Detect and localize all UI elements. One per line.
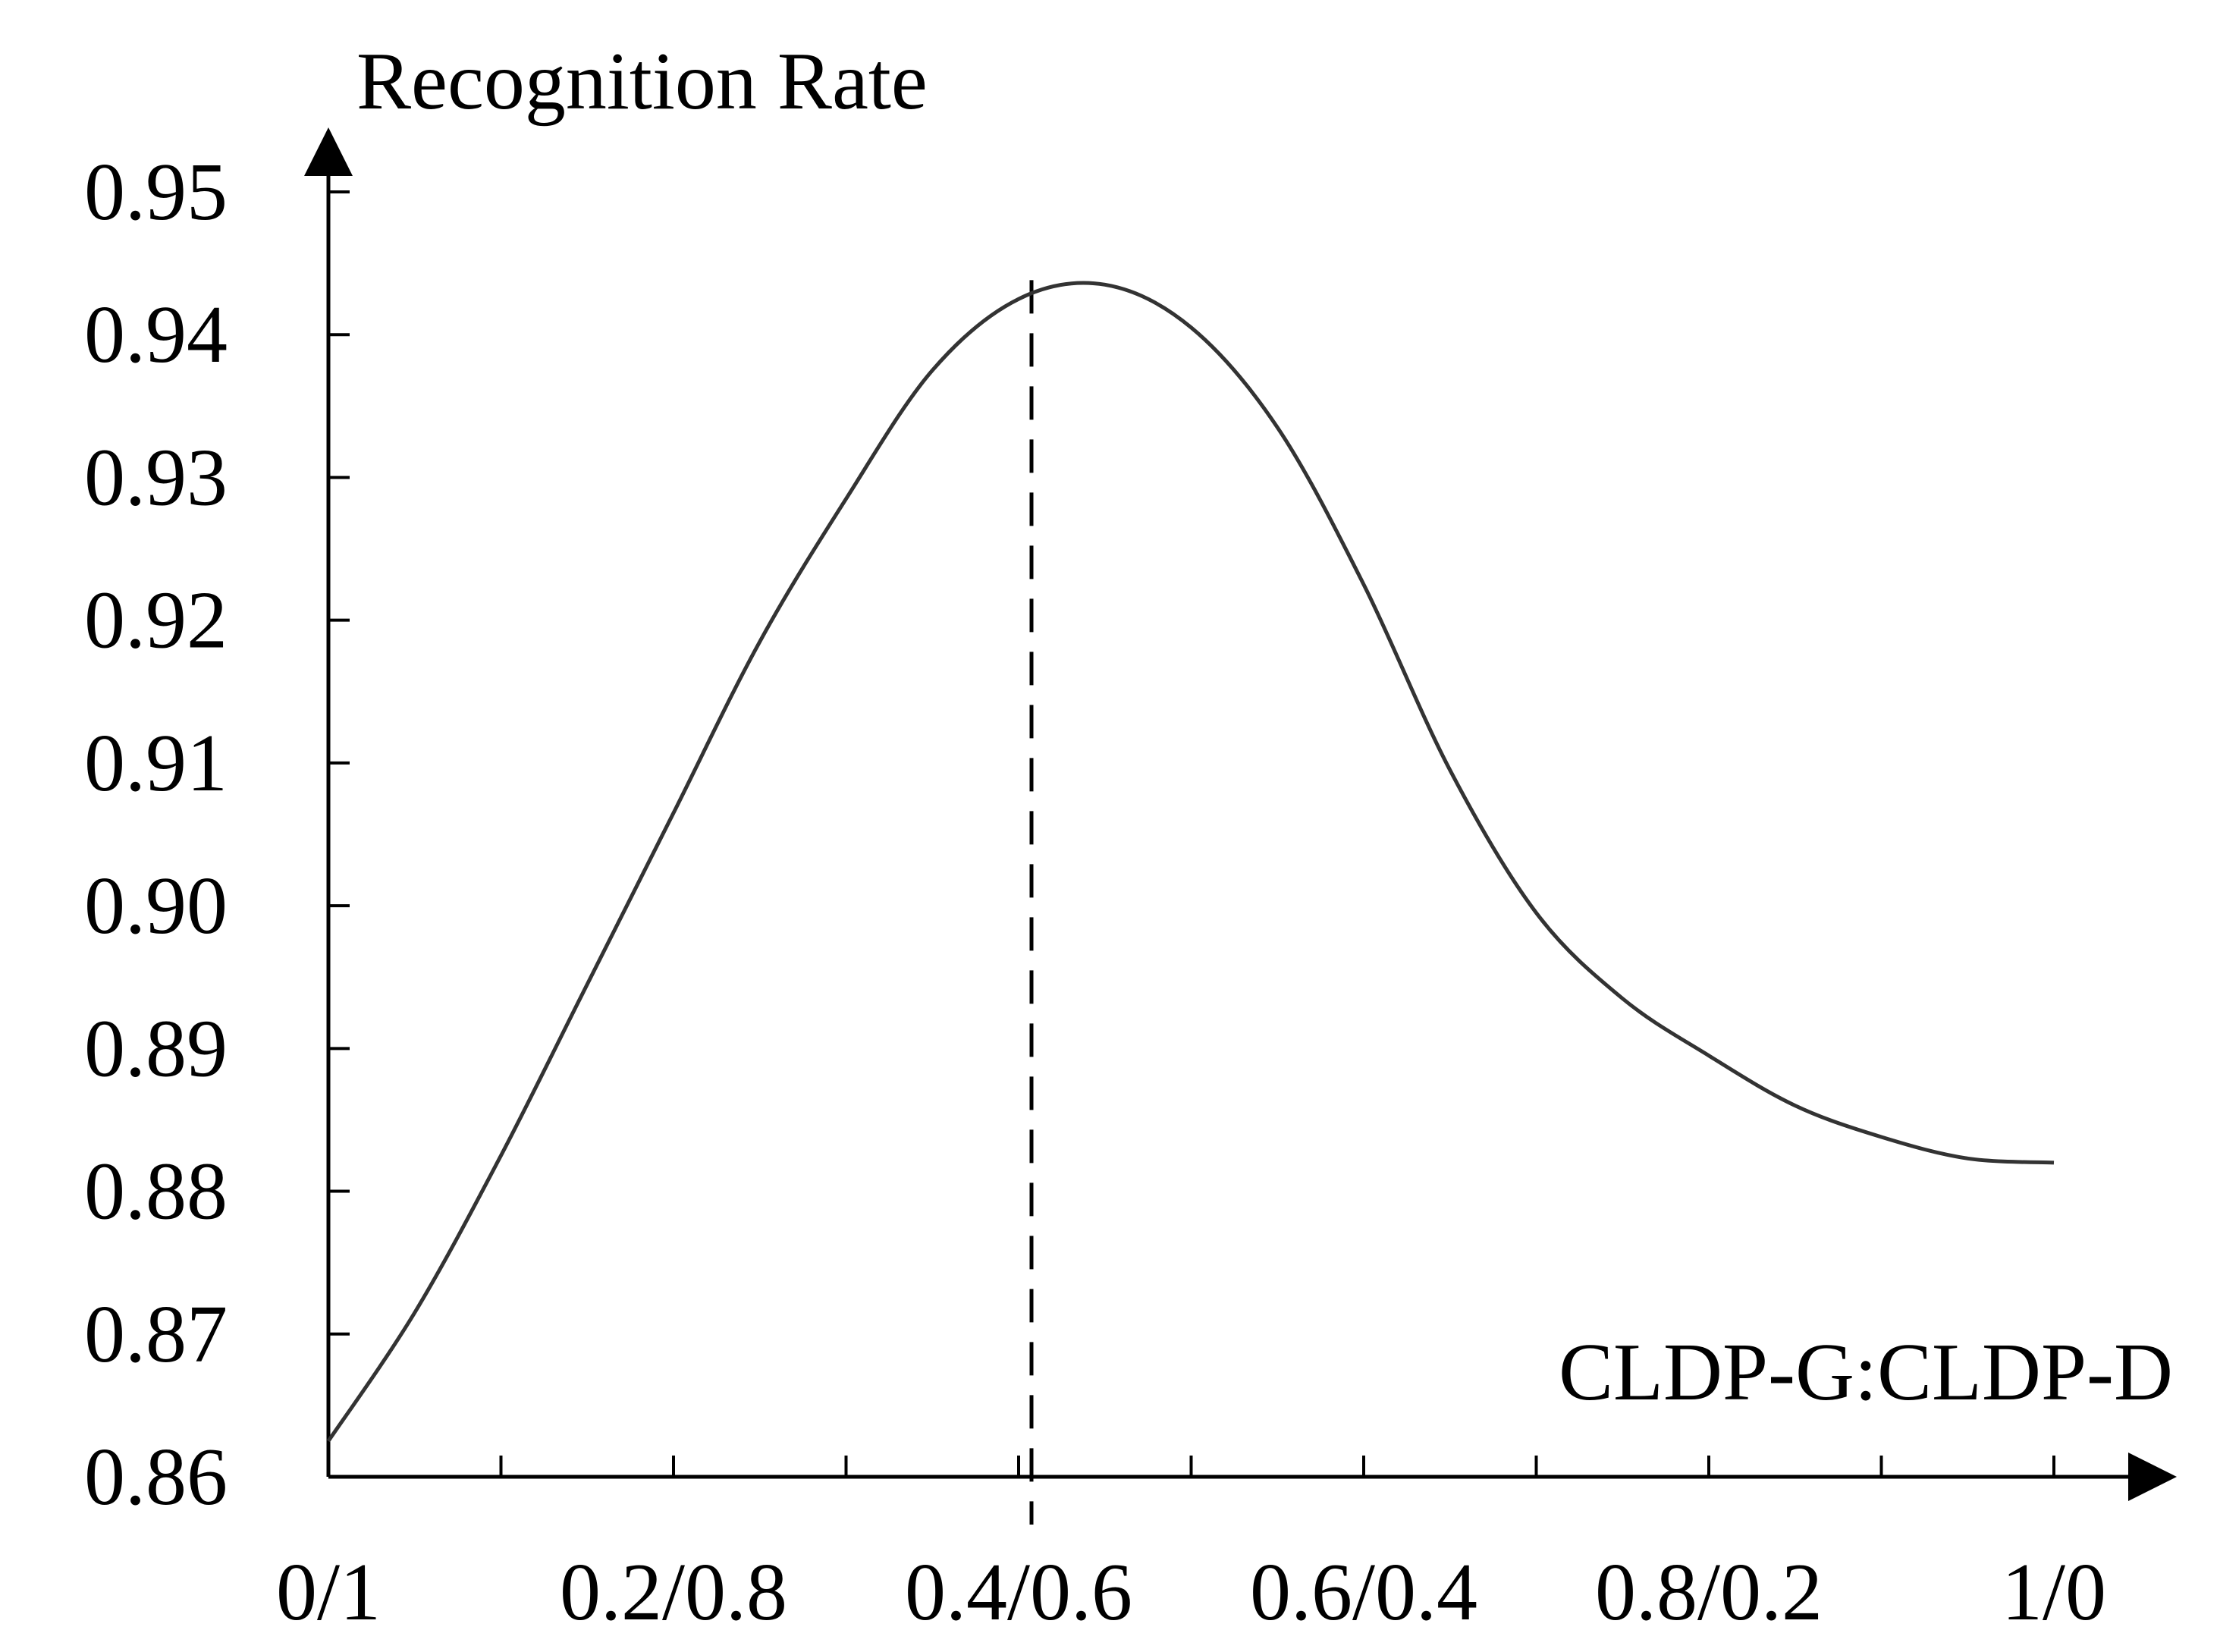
y-tick-label: 0.91 bbox=[84, 718, 228, 809]
x-tick-label: 0.2/0.8 bbox=[560, 1547, 787, 1638]
labels: Recognition Rate CLDP-G:CLDP-D 0.86 0.87 0… bbox=[84, 36, 2173, 1638]
y-axis-arrow-icon bbox=[304, 127, 353, 176]
y-tick-label: 0.93 bbox=[84, 432, 228, 523]
y-tick-label: 0.87 bbox=[84, 1289, 228, 1380]
y-tick-label: 0.94 bbox=[84, 290, 228, 380]
y-tick-label: 0.90 bbox=[84, 861, 228, 951]
y-tick-label: 0.88 bbox=[84, 1147, 228, 1237]
x-axis-arrow-icon bbox=[2128, 1453, 2177, 1501]
y-tick-label: 0.89 bbox=[84, 1003, 228, 1094]
y-tick-label: 0.86 bbox=[84, 1432, 228, 1522]
x-tick-label: 1/0 bbox=[2002, 1547, 2106, 1638]
y-tick-label: 0.95 bbox=[84, 147, 228, 237]
x-axis-title: CLDP-G:CLDP-D bbox=[1559, 1327, 2173, 1418]
x-tick-label: 0.8/0.2 bbox=[1595, 1547, 1823, 1638]
series-layer bbox=[326, 281, 2055, 1443]
x-tick-label: 0.4/0.6 bbox=[905, 1547, 1132, 1638]
x-tick-label: 0.6/0.4 bbox=[1250, 1547, 1477, 1638]
y-axis-title: Recognition Rate bbox=[356, 36, 928, 127]
axes bbox=[304, 127, 2177, 1501]
ticks bbox=[328, 190, 2055, 1477]
y-tick-label: 0.92 bbox=[84, 576, 228, 666]
x-tick-label: 0/1 bbox=[276, 1547, 381, 1638]
series-line-recognition-rate bbox=[326, 281, 2055, 1443]
